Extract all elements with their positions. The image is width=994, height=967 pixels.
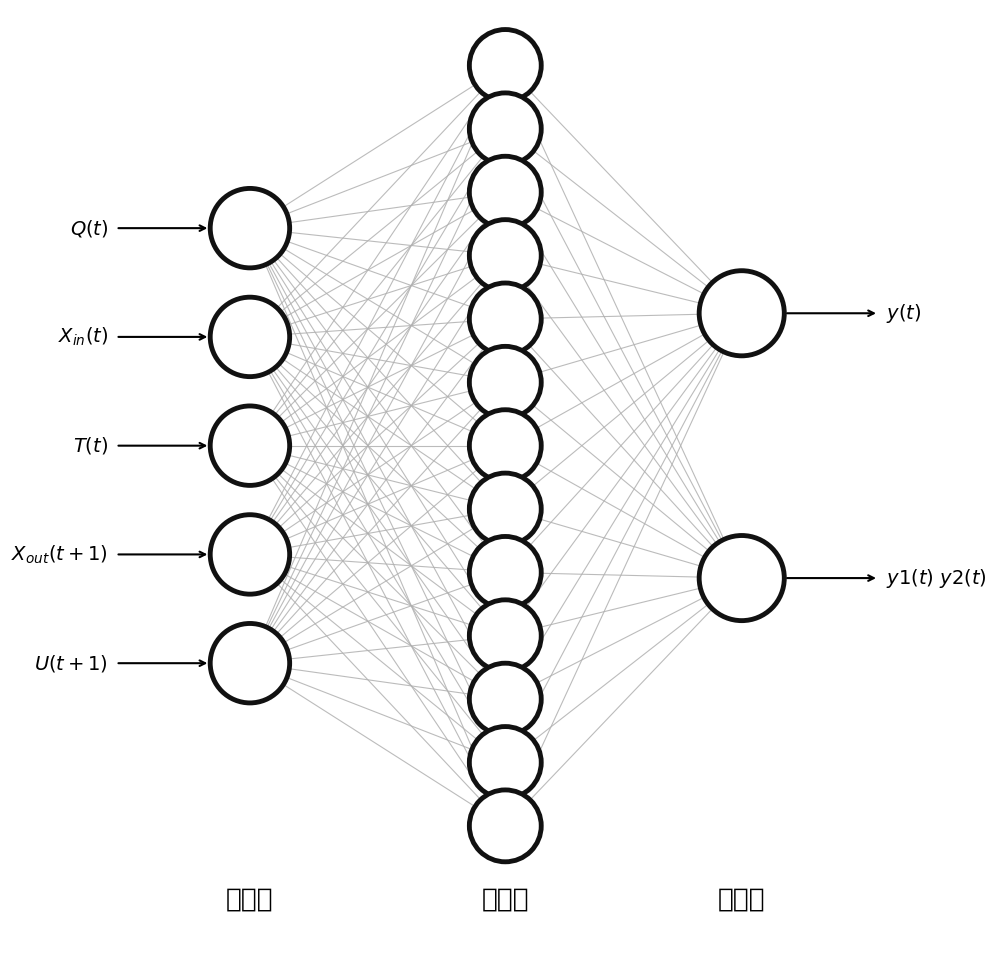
Text: $y1(t)\ y2(t)$: $y1(t)\ y2(t)$ — [887, 567, 987, 590]
Circle shape — [469, 473, 541, 545]
Circle shape — [469, 157, 541, 228]
Circle shape — [469, 283, 541, 355]
Circle shape — [469, 600, 541, 672]
Text: $X_{out}(t+1)$: $X_{out}(t+1)$ — [11, 543, 108, 566]
Circle shape — [469, 220, 541, 291]
Circle shape — [469, 346, 541, 419]
Circle shape — [469, 410, 541, 482]
Text: $y(t)$: $y(t)$ — [887, 302, 921, 325]
Circle shape — [469, 790, 541, 862]
Circle shape — [210, 297, 289, 376]
Circle shape — [469, 726, 541, 799]
Circle shape — [699, 536, 784, 621]
Text: 隐含层: 隐含层 — [481, 887, 529, 913]
Text: $X_{in}(t)$: $X_{in}(t)$ — [58, 326, 108, 348]
Text: $U(t+1)$: $U(t+1)$ — [34, 653, 108, 674]
Circle shape — [699, 271, 784, 356]
Text: $T(t)$: $T(t)$ — [73, 435, 108, 456]
Text: 输入层: 输入层 — [226, 887, 273, 913]
Circle shape — [469, 663, 541, 735]
Circle shape — [469, 30, 541, 102]
Circle shape — [210, 406, 289, 485]
Circle shape — [210, 514, 289, 594]
Circle shape — [469, 93, 541, 164]
Circle shape — [469, 537, 541, 608]
Circle shape — [210, 189, 289, 268]
Circle shape — [210, 624, 289, 703]
Text: $Q(t)$: $Q(t)$ — [70, 218, 108, 239]
Text: 输出层: 输出层 — [718, 887, 765, 913]
